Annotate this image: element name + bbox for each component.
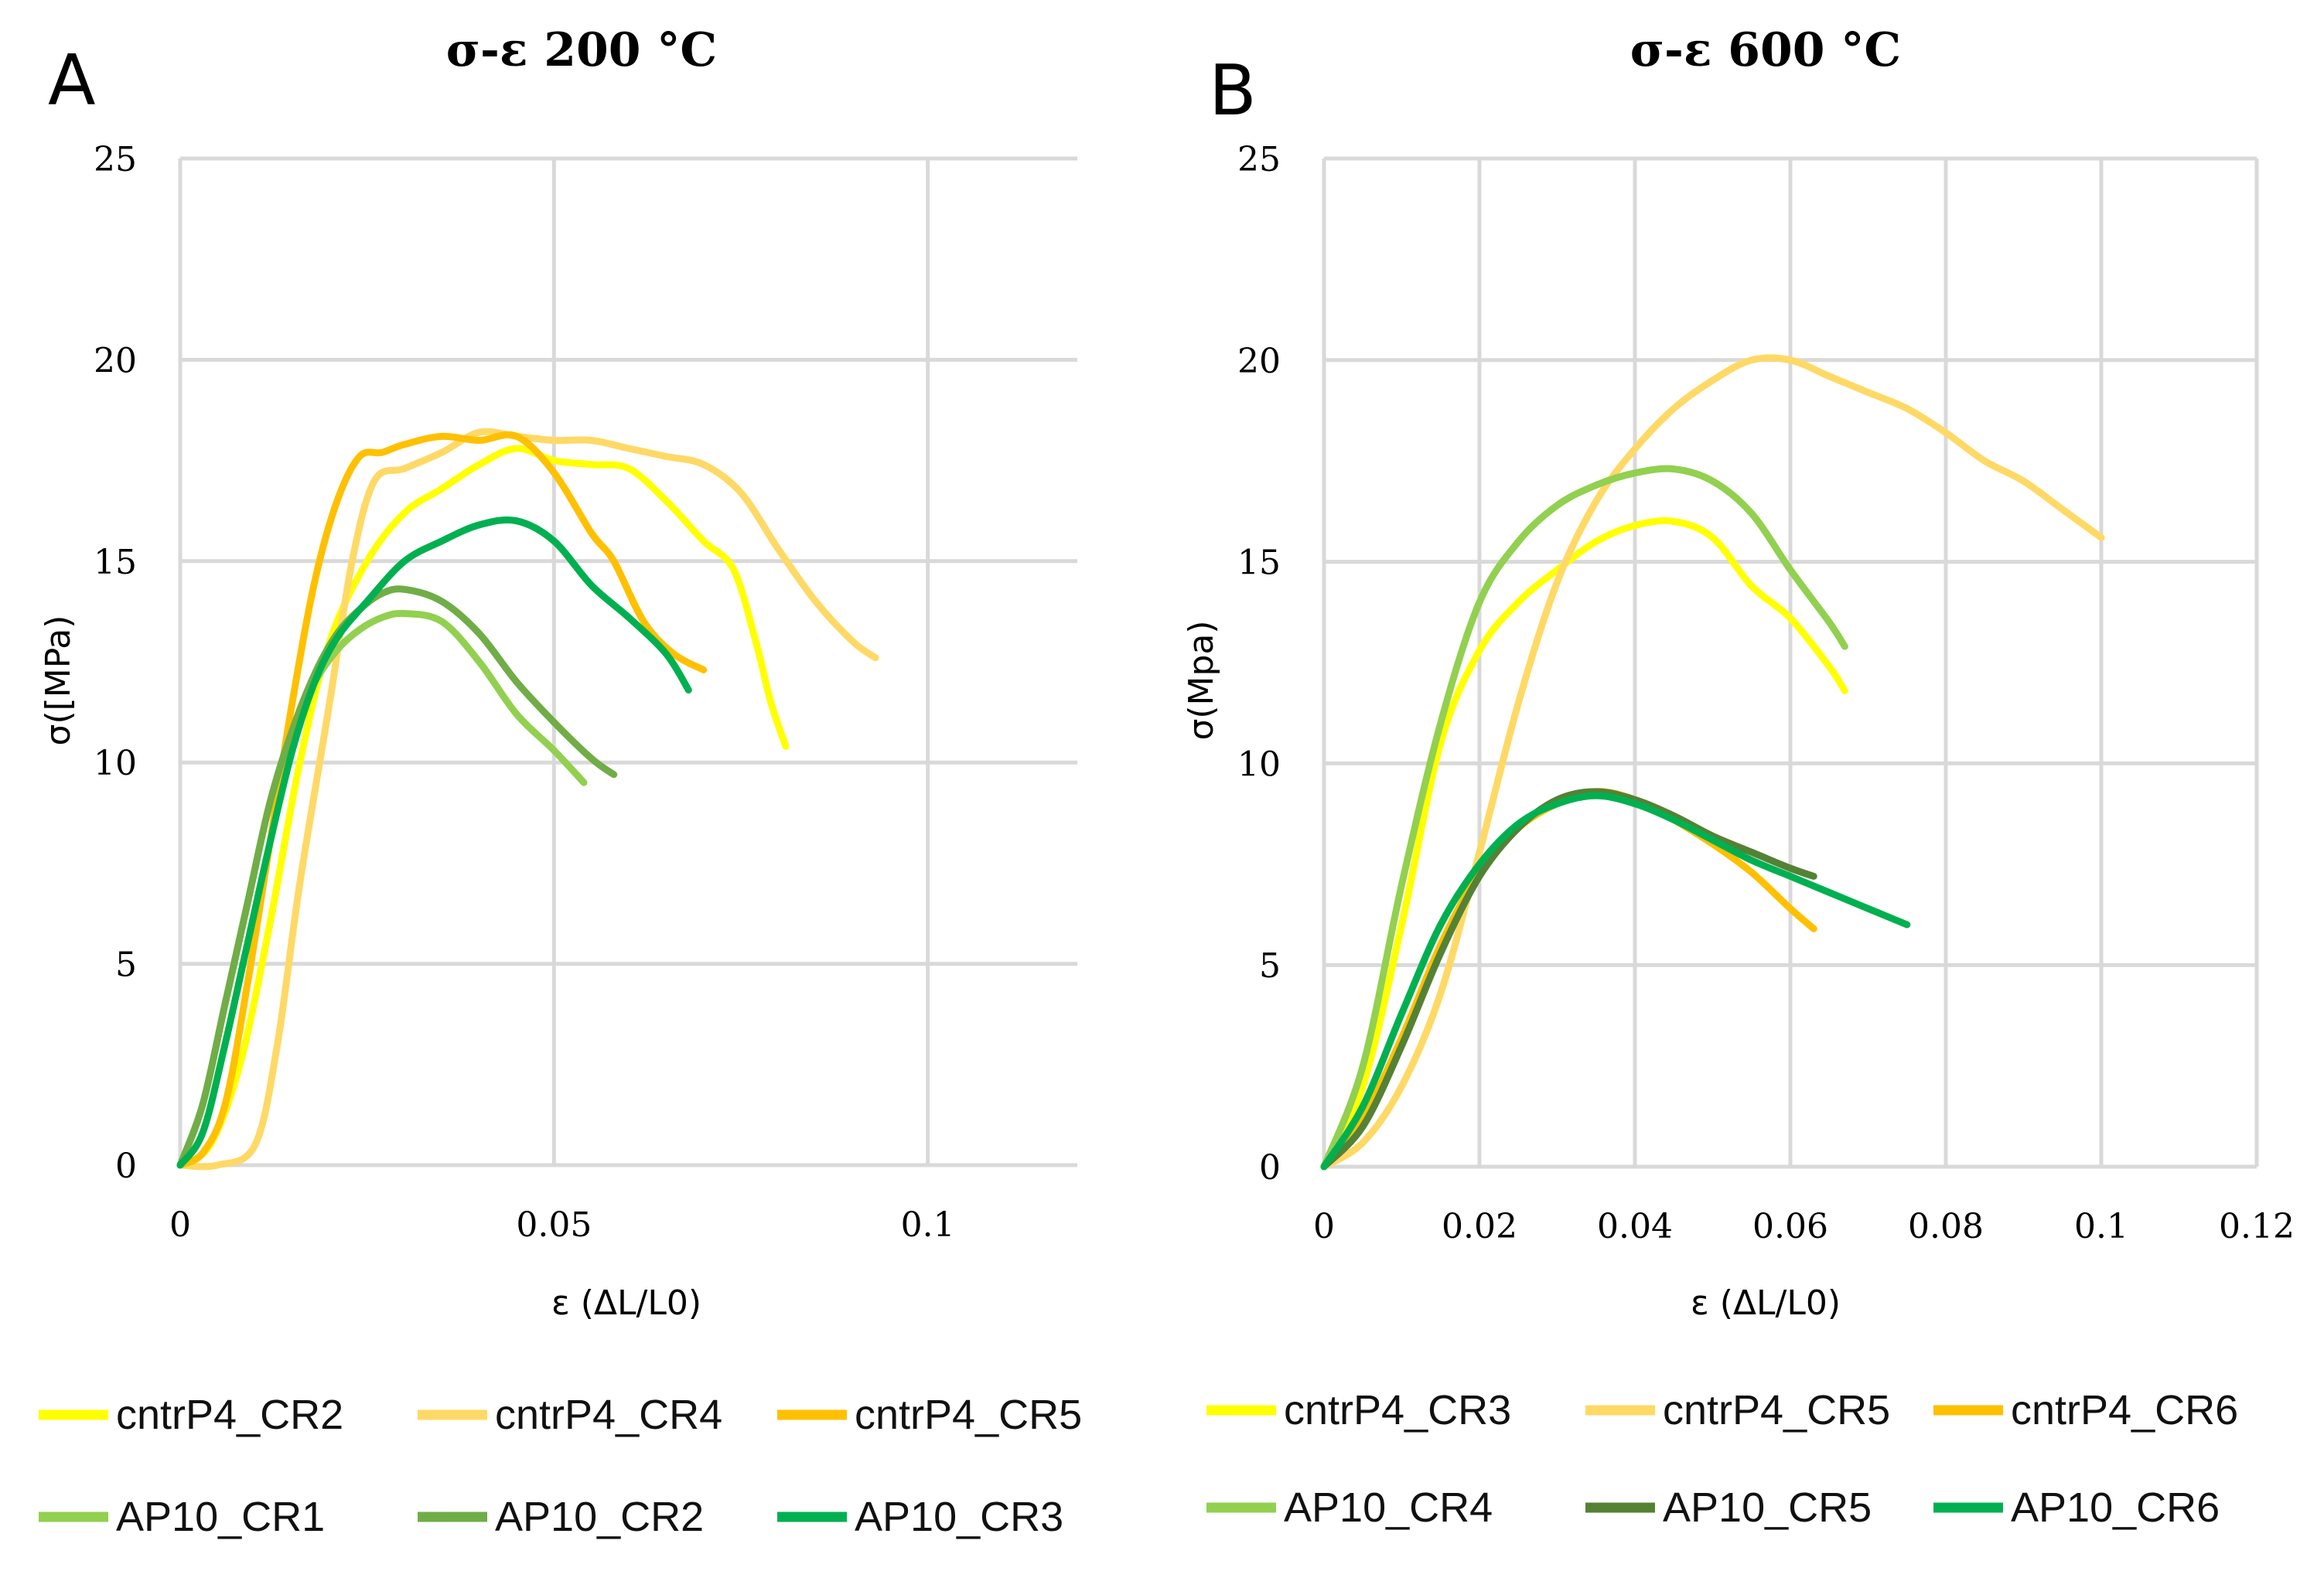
series-line-ap10-cr6: [1320, 792, 1911, 1171]
legend-label-cntrp4-cr2: cntrP4_CR2: [116, 1392, 343, 1438]
panel-b-y-tick-label: 5: [1259, 946, 1281, 986]
series-line-cntrp4-cr3: [1320, 517, 1848, 1171]
legend-label-cntrp4-cr5: cntrP4_CR5: [1663, 1387, 1890, 1433]
series-line-ap10-cr2: [176, 585, 618, 1169]
panel-a-x-ticks: 0 0.05 0.1: [169, 1205, 955, 1245]
series-line-ap10-cr1: [176, 609, 588, 1169]
panel-b-y-tick-label: 0: [1259, 1148, 1281, 1188]
panel-a-x-label: ε (ΔL/L0): [551, 1283, 701, 1323]
panel-a-y-tick-label: 0: [115, 1147, 137, 1186]
series-line-cntrp4-cr2: [176, 445, 790, 1169]
panel-b-series: [1320, 354, 2105, 1171]
panel-a-legend: cntrP4_CR2 cntrP4_CR4 cntrP4_CR5 AP10_CR1 AP…: [39, 1392, 1082, 1540]
panel-a-y-tick-label: 20: [94, 341, 137, 380]
legend-label-ap10-cr1: AP10_CR1: [116, 1494, 325, 1540]
panel-b-y-ticks: 0 5 10 15 20 25: [1237, 140, 1281, 1188]
panel-b-x-tick-label: 0.02: [1442, 1207, 1517, 1246]
series-line-cntrp4-cr5: [1320, 354, 2105, 1171]
panel-b-x-tick-label: 0.12: [2219, 1207, 2295, 1246]
legend-label-ap10-cr5: AP10_CR5: [1663, 1484, 1872, 1531]
panel-b-letter: B: [1209, 50, 1257, 131]
panel-b-x-ticks: 0 0.02 0.04 0.06 0.08 0.1 0.12: [1313, 1207, 2295, 1246]
panel-b-title: σ-ε 600 °C: [1630, 23, 1901, 77]
panel-b-y-tick-label: 15: [1237, 544, 1281, 583]
panel-a-y-tick-label: 5: [115, 946, 137, 985]
panel-a-y-label: σ([MPa): [39, 615, 78, 746]
panel-a-y-tick-label: 15: [94, 543, 137, 582]
panel-a: A σ-ε 200 °C 0 5 10 15 20 25 0 0.05 0.1 ε (ΔL/L…: [39, 23, 1082, 1540]
panel-b-x-tick-label: 0.1: [2074, 1207, 2128, 1246]
panel-b-y-tick-label: 25: [1237, 140, 1281, 179]
panel-b-y-tick-label: 10: [1237, 745, 1281, 784]
panel-b-x-tick-label: 0.04: [1597, 1207, 1673, 1246]
panel-a-x-tick-label: 0.1: [901, 1205, 955, 1245]
panel-a-y-ticks: 0 5 10 15 20 25: [94, 140, 137, 1186]
legend-label-ap10-cr3: AP10_CR3: [855, 1494, 1063, 1540]
panel-a-title: σ-ε 200 °C: [446, 23, 717, 77]
panel-b-x-tick-label: 0.08: [1908, 1207, 1984, 1246]
series-line-ap10-cr4: [1320, 465, 1848, 1171]
legend-label-cntrp4-cr4: cntrP4_CR4: [495, 1392, 722, 1438]
legend-label-cntrp4-cr3: cntrP4_CR3: [1284, 1387, 1511, 1433]
panel-b-grid: [1322, 156, 2259, 1169]
panel-b-legend: cntrP4_CR3 cntrP4_CR5 cntrP4_CR6 AP10_CR4 AP…: [1206, 1387, 2238, 1531]
panel-a-letter: A: [48, 40, 96, 121]
legend-label-cntrp4-cr5: cntrP4_CR5: [855, 1392, 1082, 1438]
series-line-ap10-cr5: [1320, 788, 1817, 1171]
legend-label-cntrp4-cr6: cntrP4_CR6: [2011, 1387, 2238, 1433]
panel-a-x-tick-label: 0: [169, 1205, 191, 1245]
panel-b-x-tick-label: 0: [1313, 1207, 1335, 1246]
panel-b: B σ-ε 600 °C 0 5 10 15 20 25 0 0.02 0.04 0.06 0.0…: [1182, 23, 2295, 1531]
panel-a-grid: [178, 156, 1077, 1167]
panel-b-x-tick-label: 0.06: [1752, 1207, 1828, 1246]
legend-label-ap10-cr2: AP10_CR2: [495, 1494, 704, 1540]
panel-b-x-label: ε (ΔL/L0): [1691, 1283, 1841, 1323]
panel-a-x-tick-label: 0.05: [516, 1205, 592, 1245]
panel-b-y-label: σ(Mpa): [1182, 620, 1221, 740]
panel-a-series: [176, 428, 879, 1171]
series-line-ap10-cr3: [176, 516, 692, 1169]
panel-a-y-tick-label: 25: [94, 140, 137, 179]
legend-label-ap10-cr4: AP10_CR4: [1284, 1484, 1493, 1531]
series-line-cntrp4-cr4: [176, 428, 879, 1171]
legend-label-ap10-cr6: AP10_CR6: [2011, 1484, 2220, 1531]
panel-b-y-tick-label: 20: [1237, 342, 1281, 381]
series-line-cntrp4-cr5: [176, 431, 708, 1169]
panel-a-y-tick-label: 10: [94, 744, 137, 783]
